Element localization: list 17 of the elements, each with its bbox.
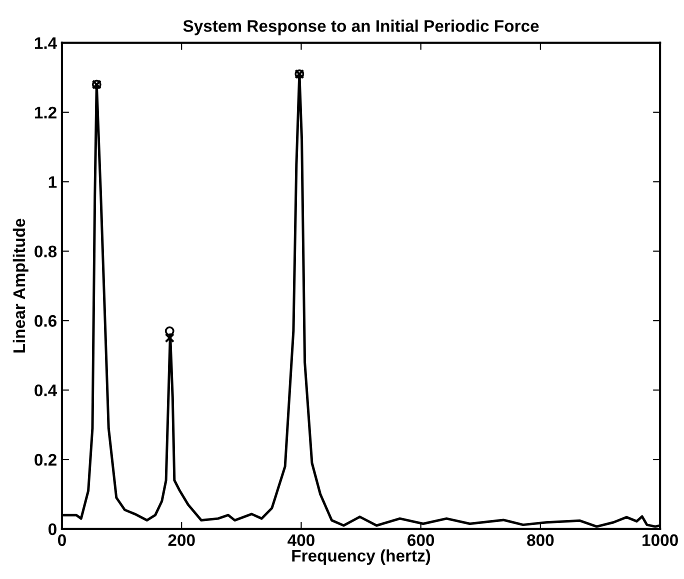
x-tick-label: 0 (58, 534, 66, 546)
x-tick-label: 800 (527, 534, 554, 546)
x-tick-label: 200 (168, 534, 195, 546)
x-axis-title: Frequency (hertz) (292, 549, 430, 565)
x-tick-label: 600 (408, 534, 434, 546)
y-tick-label: 0.2 (34, 454, 56, 466)
y-tick-label: 0.6 (34, 315, 57, 327)
y-tick-label: 1 (48, 176, 57, 188)
y-tick-label: 1.4 (34, 37, 58, 49)
y-tick-label: 1.2 (34, 106, 56, 118)
x-tick-label: 400 (288, 534, 314, 546)
y-tick-label: 0.4 (34, 384, 58, 396)
y-tick-label: 0 (48, 523, 56, 536)
y-tick-label: 0.8 (34, 246, 57, 258)
x-tick-label: 1000 (642, 534, 678, 546)
y-axis-title: Linear Amplitude (12, 218, 28, 353)
chart-title: System Response to an Initial Periodic Force (183, 20, 539, 36)
